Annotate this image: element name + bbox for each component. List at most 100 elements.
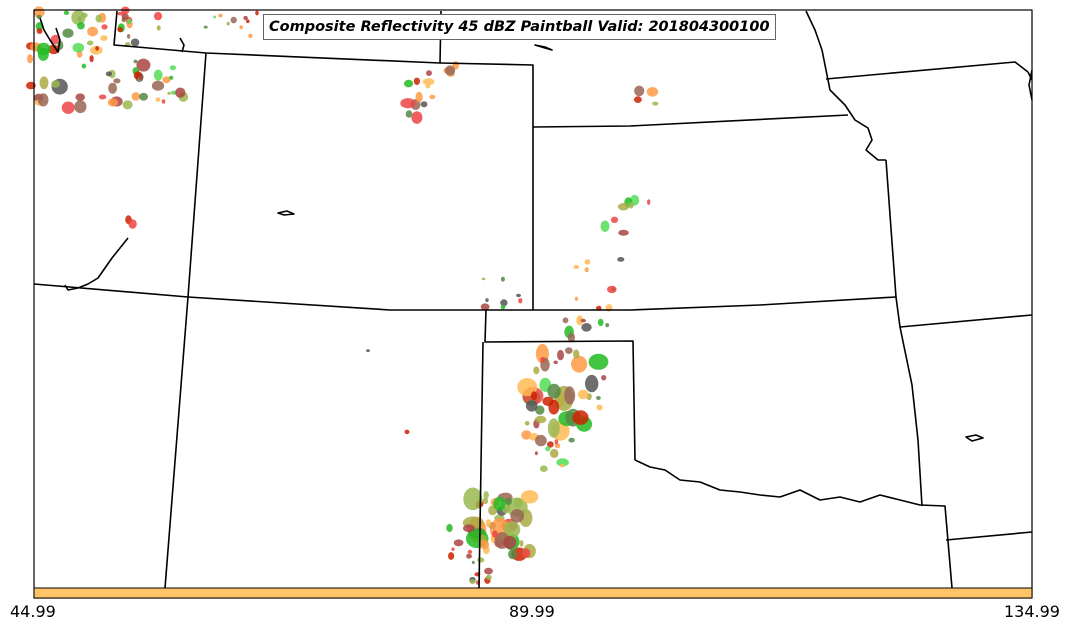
paintball-blob xyxy=(588,353,609,370)
paintball-blob xyxy=(524,421,530,426)
paintball-blob xyxy=(480,539,489,550)
paintball-blob xyxy=(161,99,166,104)
paintball-blob xyxy=(634,96,642,103)
paintball-blob xyxy=(471,560,475,565)
paintball-blob xyxy=(107,98,119,107)
paintball-blob xyxy=(574,296,579,301)
paintball-blob xyxy=(422,78,435,86)
paintball-blob xyxy=(482,497,489,505)
paintball-blob xyxy=(255,10,259,16)
paintball-blob xyxy=(596,396,601,400)
paintball-blob xyxy=(485,519,492,528)
paintball-blob xyxy=(108,82,117,94)
paintball-blob xyxy=(547,383,561,399)
paintball-blob xyxy=(105,71,112,77)
paintball-blob xyxy=(505,497,512,506)
paintball-blob xyxy=(72,42,85,53)
paintball-blob xyxy=(167,91,171,95)
paintball-blob xyxy=(557,349,564,361)
paintball-blob xyxy=(503,535,517,550)
paintball-blob xyxy=(95,14,102,23)
paintball-blob xyxy=(37,93,49,107)
paintball-blob xyxy=(477,557,485,563)
boundary-ne-ks xyxy=(532,114,849,128)
paintball-blob xyxy=(122,100,133,110)
lake-north-west xyxy=(39,17,61,53)
paintball-blob xyxy=(562,317,569,324)
paintball-blob xyxy=(596,404,603,411)
paintball-blob xyxy=(153,69,163,81)
lake-small-3 xyxy=(965,434,984,442)
paintball-blob xyxy=(576,315,584,326)
paintball-blob xyxy=(426,70,432,76)
paintball-blob xyxy=(429,94,436,100)
paintball-blob xyxy=(516,293,521,298)
paintball-blob xyxy=(581,323,592,332)
paintball-blob xyxy=(63,10,69,15)
boundary-red-river xyxy=(634,459,953,589)
paintball-blob xyxy=(405,110,413,118)
state-boundaries xyxy=(33,10,1033,589)
boundary-mo-ks xyxy=(899,314,1033,328)
paintball-blob xyxy=(400,98,416,109)
river-missouri xyxy=(805,10,886,161)
paintball-blob xyxy=(554,443,561,449)
paintball-blob xyxy=(584,259,591,265)
paintball-blob xyxy=(226,21,230,26)
paintball-blob xyxy=(573,264,580,270)
paintball-blob xyxy=(519,539,524,547)
paintball-blob xyxy=(151,80,165,91)
boundary-ok-east xyxy=(899,326,923,507)
paintball-blob xyxy=(121,13,129,20)
paintball-blob xyxy=(539,465,548,473)
paintball-blob xyxy=(33,6,45,18)
paintball-blob xyxy=(564,386,576,405)
paintball-blob xyxy=(113,78,121,84)
paintball-blob xyxy=(607,285,617,294)
paintball-blob xyxy=(549,448,559,458)
paintball-blob xyxy=(81,63,87,69)
paintball-blob xyxy=(568,437,575,443)
paintball-blob xyxy=(404,79,414,88)
paintball-blob xyxy=(572,410,589,425)
boundary-ar-la xyxy=(945,531,1033,541)
boundary-top-left-river xyxy=(179,37,185,53)
boundary-nm-panhandle xyxy=(484,309,636,461)
paintball-blob xyxy=(535,434,547,447)
paintball-blob xyxy=(451,547,455,551)
paintball-blob xyxy=(218,13,223,18)
paintball-blob xyxy=(98,94,107,100)
boundary-nm-tx xyxy=(478,341,484,589)
paintball-blob xyxy=(503,521,521,538)
paintball-blob xyxy=(101,24,108,30)
paintball-blob xyxy=(169,65,176,71)
paintball-blob xyxy=(425,83,431,89)
paintball-blob xyxy=(71,10,86,25)
paintball-blob xyxy=(156,25,161,31)
paintball-blob xyxy=(463,524,475,533)
colorbar-tick-label-right: 134.99 xyxy=(1004,602,1060,621)
lake-small-2 xyxy=(534,44,553,51)
paintball-blob xyxy=(213,15,217,19)
colorbar xyxy=(33,587,1033,599)
paintball-blob xyxy=(485,298,489,303)
paintball-blob xyxy=(466,553,472,559)
paintball-blob xyxy=(36,28,43,34)
paintball-blob xyxy=(618,229,629,236)
paintball-blob xyxy=(162,76,171,84)
paintball-blob xyxy=(469,579,476,584)
paintball-blob xyxy=(130,38,140,47)
paintball-blob xyxy=(175,87,186,98)
paintball-blob xyxy=(75,93,85,101)
paintball-blob xyxy=(404,429,410,435)
paintball-blob xyxy=(467,549,473,554)
paintball-blob xyxy=(453,539,464,547)
paintball-blob xyxy=(535,405,545,415)
paintball-blob xyxy=(131,92,140,101)
paintball-blob xyxy=(126,34,131,39)
paintball-blob xyxy=(50,34,60,45)
boundary-wy-north-east xyxy=(113,10,534,127)
paintball-blob xyxy=(610,216,619,223)
paintball-blob xyxy=(567,332,576,343)
paintball-blob xyxy=(77,22,85,30)
